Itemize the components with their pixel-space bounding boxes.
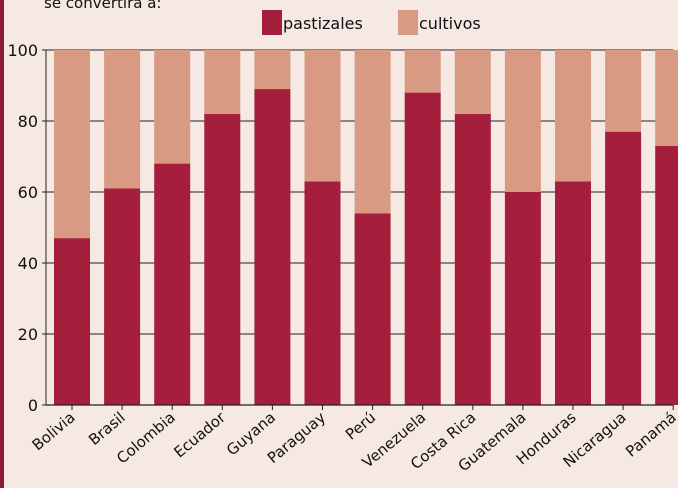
bar-cultivos [555, 50, 591, 182]
bar-pastizales [555, 181, 591, 405]
left-frame-border [0, 0, 4, 488]
bar-cultivos [204, 50, 241, 114]
bar-cultivos [454, 50, 491, 114]
bar-cultivos [605, 50, 642, 132]
y-tick-label: 100 [7, 41, 38, 60]
y-tick-label: 40 [18, 254, 38, 273]
bar-pastizales [655, 145, 678, 405]
bar-cultivos [404, 50, 441, 93]
bar-cultivos [504, 50, 541, 192]
bar-pastizales [454, 113, 491, 406]
bar-cultivos [54, 50, 90, 239]
bar-pastizales [605, 131, 642, 405]
legend-swatch-cultivos [398, 10, 418, 35]
x-category-label: Brasil [85, 408, 129, 449]
bar-cultivos [354, 50, 391, 214]
bar-cultivos [104, 50, 141, 189]
x-category-label: Bolivia [29, 408, 79, 454]
y-tick-label: 20 [18, 325, 38, 344]
legend-swatch-pastizales [262, 10, 282, 35]
legend-label-cultivos: cultivos [419, 14, 481, 33]
bar-pastizales [104, 188, 141, 405]
y-tick-label: 0 [28, 396, 38, 415]
y-tick-label: 60 [18, 183, 38, 202]
bar-pastizales [204, 113, 241, 406]
x-category-label: Perú [342, 408, 379, 443]
bar-pastizales [254, 89, 291, 406]
bar-cultivos [304, 50, 341, 182]
bar-cultivos [254, 50, 291, 90]
chart-caption: se convertirá a: [44, 0, 162, 12]
bar-cultivos [655, 50, 678, 146]
bar-pastizales [304, 181, 341, 405]
bar-pastizales [354, 213, 391, 405]
bar-cultivos [154, 50, 191, 164]
bar-pastizales [54, 238, 90, 405]
y-tick-label: 80 [18, 112, 38, 131]
x-category-label: Panamá [622, 408, 678, 460]
bar-pastizales [154, 163, 191, 405]
bar-pastizales [404, 92, 441, 405]
bar-pastizales [504, 192, 541, 405]
legend-label-pastizales: pastizales [283, 14, 363, 33]
x-category-label: Ecuador [170, 408, 229, 462]
